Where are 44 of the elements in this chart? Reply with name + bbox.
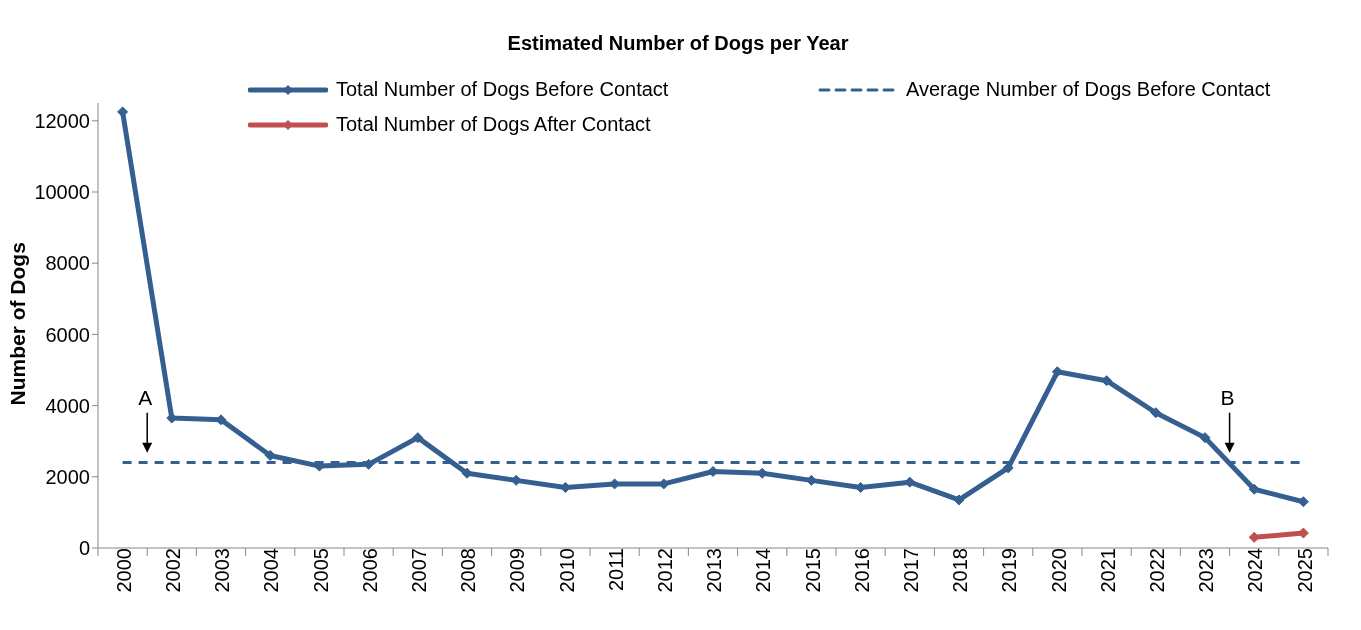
y-tick-label: 4000 <box>45 394 90 417</box>
legend-label: Total Number of Dogs After Contact <box>336 113 651 136</box>
x-tick-label: 2023 <box>1195 548 1218 593</box>
x-tick-label: 2007 <box>408 548 430 593</box>
x-tick-label: 2025 <box>1293 548 1316 593</box>
x-tick-label: 2019 <box>998 548 1021 593</box>
legend-label: Average Number of Dogs Before Contact <box>906 78 1271 101</box>
legend-label: Total Number of Dogs Before Contact <box>336 78 669 101</box>
point <box>1101 375 1113 387</box>
x-tick-label: 2003 <box>211 548 234 593</box>
x-tick-label: 2022 <box>1146 548 1168 593</box>
annotation: A <box>138 385 153 409</box>
x-tick-label: 2024 <box>1244 548 1267 593</box>
y-tick-label: 6000 <box>45 323 90 346</box>
x-tick-label: 2012 <box>654 548 676 593</box>
x-tick-label: 2016 <box>850 548 873 593</box>
x-tick-label: 2013 <box>703 548 726 593</box>
x-tick-label: 2018 <box>949 548 972 593</box>
point <box>1199 432 1211 444</box>
x-tick-label: 2006 <box>358 548 381 593</box>
x-tick-label: 2010 <box>555 548 578 593</box>
point <box>953 494 965 506</box>
x-tick-label: 2000 <box>112 548 135 593</box>
chart-title: Estimated Number of Dogs per Year <box>506 32 850 55</box>
y-tick-label: 8000 <box>45 252 90 275</box>
x-tick-label: 2009 <box>506 548 529 593</box>
y-tick-label: 12000 <box>34 109 90 132</box>
x-tick-label: 2008 <box>457 548 480 593</box>
y-axis-title: Number of Dogs <box>6 242 30 406</box>
x-tick-label: 2020 <box>1047 548 1070 593</box>
x-tick-label: 2011 <box>604 548 627 592</box>
x-tick-label: 2021 <box>1096 548 1119 593</box>
y-tick-label: 10000 <box>34 181 90 204</box>
point <box>1150 407 1162 419</box>
x-tick-label: 2002 <box>162 548 184 593</box>
x-tick-label: 2014 <box>752 548 775 593</box>
x-tick-label: 2004 <box>260 548 283 593</box>
x-tick-label: 2005 <box>309 548 332 593</box>
x-tick-label: 2017 <box>900 548 922 593</box>
y-tick-label: 2000 <box>45 465 90 488</box>
x-tick-label: 2015 <box>801 548 824 593</box>
point <box>412 432 424 444</box>
annotation: B <box>1220 385 1235 409</box>
y-tick-label: 0 <box>78 537 90 560</box>
